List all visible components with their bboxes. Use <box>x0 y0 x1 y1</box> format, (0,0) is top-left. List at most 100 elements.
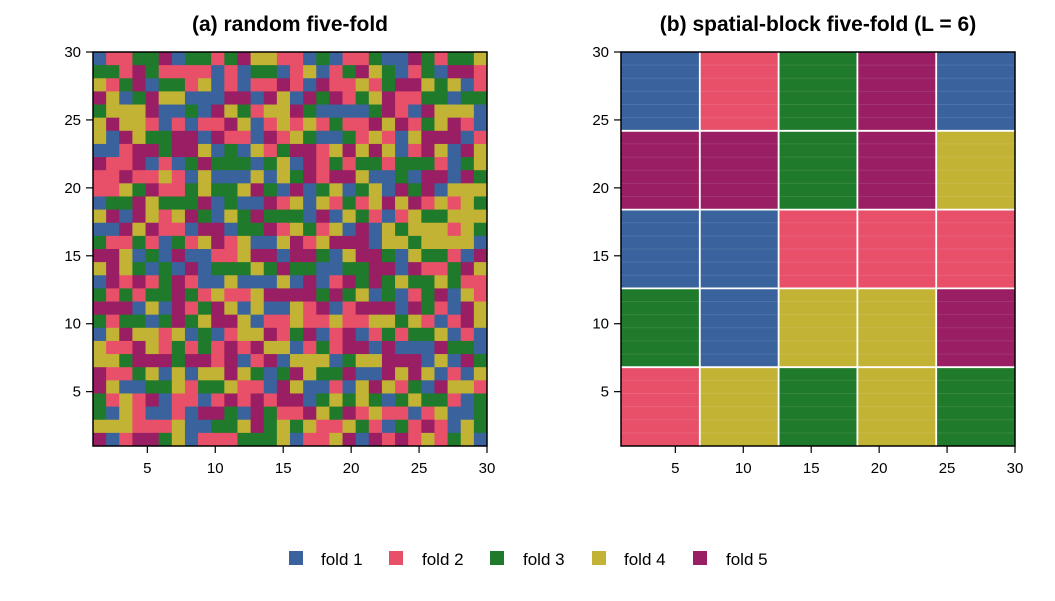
cell-fold-2 <box>106 340 120 355</box>
cell-fold-5 <box>316 209 330 224</box>
cell-fold-2 <box>447 314 462 329</box>
cell-fold-2 <box>460 327 475 342</box>
cell-fold-5 <box>106 117 120 132</box>
cell-fold-4 <box>355 354 370 368</box>
cell-fold-5 <box>395 183 409 197</box>
block-fold-2 <box>857 209 937 289</box>
cell-fold-3 <box>158 380 173 394</box>
cell-fold-2 <box>408 143 422 158</box>
cell-fold-3 <box>381 249 396 263</box>
cell-fold-4 <box>119 183 133 197</box>
cell-fold-2 <box>473 380 488 394</box>
cell-fold-3 <box>171 78 186 92</box>
cell-fold-2 <box>434 52 448 66</box>
cell-fold-5 <box>211 301 225 316</box>
cell-fold-4 <box>329 183 343 197</box>
cell-fold-1 <box>460 393 475 407</box>
cell-fold-3 <box>303 262 317 276</box>
cell-fold-3 <box>132 262 146 276</box>
cell-fold-3 <box>421 91 435 105</box>
cell-fold-5 <box>224 314 238 329</box>
panel-a-y-axis: 5 10 15 20 25 30 <box>64 44 93 401</box>
cell-fold-1 <box>355 327 370 342</box>
cell-fold-3 <box>303 130 317 145</box>
cell-fold-5 <box>171 301 186 316</box>
cell-fold-2 <box>460 117 475 132</box>
cell-fold-5 <box>93 432 107 447</box>
cell-fold-4 <box>250 327 265 342</box>
cell-fold-2 <box>290 117 304 132</box>
cell-fold-5 <box>329 91 343 105</box>
cell-fold-4 <box>434 235 448 250</box>
cell-fold-4 <box>316 354 330 368</box>
cell-fold-5 <box>316 78 330 92</box>
cell-fold-5 <box>263 288 278 302</box>
cell-fold-1 <box>303 52 317 66</box>
cell-fold-2 <box>329 419 343 434</box>
cell-fold-2 <box>119 157 133 171</box>
cell-fold-4 <box>434 275 448 289</box>
cell-fold-4 <box>368 91 383 105</box>
cell-fold-3 <box>184 183 199 197</box>
cell-fold-3 <box>158 275 173 289</box>
cell-fold-4 <box>119 249 133 263</box>
cell-fold-2 <box>342 52 357 66</box>
cell-fold-2 <box>395 91 409 105</box>
cell-fold-3 <box>316 288 330 302</box>
cell-fold-4 <box>263 104 278 119</box>
cell-fold-4 <box>342 209 357 224</box>
cell-fold-1 <box>263 275 278 289</box>
cell-fold-1 <box>329 301 343 316</box>
cell-fold-5 <box>158 52 173 66</box>
cell-fold-5 <box>132 143 146 158</box>
cell-fold-2 <box>355 117 370 132</box>
cell-fold-3 <box>198 209 212 224</box>
legend-item-fold-2: fold 2 <box>389 550 464 569</box>
cell-fold-4 <box>93 354 107 368</box>
cell-fold-2 <box>211 432 225 447</box>
cell-fold-5 <box>355 301 370 316</box>
cell-fold-1 <box>342 380 357 394</box>
cell-fold-5 <box>119 301 133 316</box>
cell-fold-5 <box>395 117 409 132</box>
cell-fold-3 <box>342 262 357 276</box>
cell-fold-3 <box>368 104 383 119</box>
cell-fold-5 <box>145 354 160 368</box>
cell-fold-3 <box>421 275 435 289</box>
cell-fold-1 <box>460 78 475 92</box>
cell-fold-2 <box>250 354 265 368</box>
cell-fold-1 <box>145 157 160 171</box>
cell-fold-1 <box>473 432 488 447</box>
cell-fold-4 <box>434 143 448 158</box>
cell-fold-4 <box>145 196 160 210</box>
block-fold-5 <box>857 52 937 131</box>
cell-fold-3 <box>473 196 488 210</box>
cell-fold-1 <box>224 170 238 184</box>
cell-fold-5 <box>145 183 160 197</box>
cell-fold-5 <box>303 288 317 302</box>
cell-fold-3 <box>211 419 225 434</box>
cell-fold-5 <box>224 340 238 355</box>
cell-fold-5 <box>171 143 186 158</box>
cell-fold-5 <box>145 91 160 105</box>
cell-fold-2 <box>303 301 317 316</box>
cell-fold-1 <box>447 354 462 368</box>
cell-fold-2 <box>184 235 199 250</box>
cell-fold-1 <box>158 117 173 132</box>
cell-fold-4 <box>368 196 383 210</box>
cell-fold-4 <box>171 327 186 342</box>
cell-fold-2 <box>184 393 199 407</box>
cell-fold-4 <box>434 406 448 421</box>
cell-fold-3 <box>342 288 357 302</box>
cell-fold-3 <box>473 91 488 105</box>
cell-fold-5 <box>460 262 475 276</box>
cell-fold-3 <box>421 327 435 342</box>
block-fold-4 <box>778 288 858 368</box>
cell-fold-5 <box>93 301 107 316</box>
cell-fold-5 <box>460 65 475 79</box>
panel-b-x-tick-label: 20 <box>871 460 888 477</box>
cell-fold-5 <box>342 367 357 381</box>
cell-fold-4 <box>460 380 475 394</box>
block-fold-4 <box>857 288 937 368</box>
